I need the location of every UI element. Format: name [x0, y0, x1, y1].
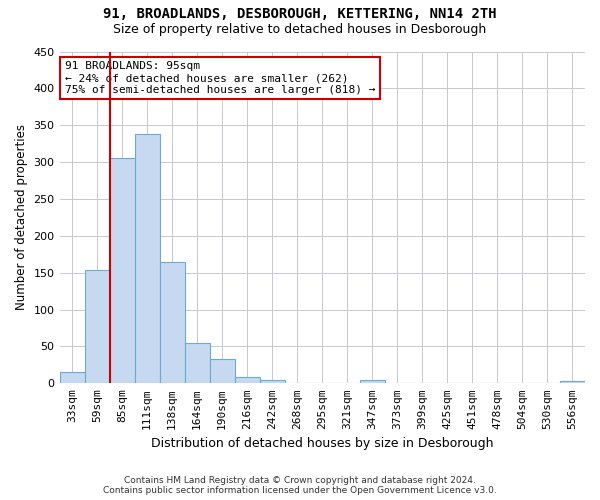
Text: Size of property relative to detached houses in Desborough: Size of property relative to detached ho…: [113, 22, 487, 36]
Text: 91 BROADLANDS: 95sqm
← 24% of detached houses are smaller (262)
75% of semi-deta: 91 BROADLANDS: 95sqm ← 24% of detached h…: [65, 62, 375, 94]
Bar: [560, 381, 585, 384]
X-axis label: Distribution of detached houses by size in Desborough: Distribution of detached houses by size …: [151, 437, 494, 450]
Y-axis label: Number of detached properties: Number of detached properties: [15, 124, 28, 310]
Bar: [285, 382, 310, 384]
Bar: [134, 134, 160, 384]
Bar: [185, 343, 209, 384]
Bar: [160, 262, 185, 384]
Text: 91, BROADLANDS, DESBOROUGH, KETTERING, NN14 2TH: 91, BROADLANDS, DESBOROUGH, KETTERING, N…: [103, 8, 497, 22]
Bar: [235, 376, 260, 384]
Bar: [110, 158, 134, 384]
Bar: [209, 359, 235, 384]
Text: Contains HM Land Registry data © Crown copyright and database right 2024.
Contai: Contains HM Land Registry data © Crown c…: [103, 476, 497, 495]
Bar: [360, 380, 385, 384]
Bar: [59, 372, 85, 384]
Bar: [260, 380, 285, 384]
Bar: [85, 270, 110, 384]
